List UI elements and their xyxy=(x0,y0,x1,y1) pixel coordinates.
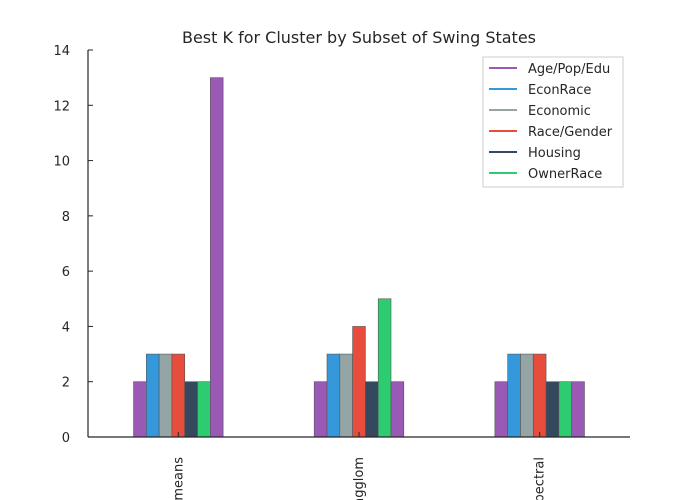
bar xyxy=(171,353,186,438)
bar xyxy=(210,77,224,438)
legend-label: OwnerRace xyxy=(528,167,602,182)
bar xyxy=(377,298,392,438)
y-tick-label: 0 xyxy=(62,431,70,446)
bar xyxy=(520,353,534,438)
bar xyxy=(197,381,211,438)
y-tick-label: 4 xyxy=(62,320,70,335)
bar xyxy=(545,381,560,438)
y-axis: 0 2 4 6 8 10 12 14 xyxy=(53,44,93,446)
legend-label: Housing xyxy=(528,146,581,161)
bar xyxy=(339,353,353,438)
bar xyxy=(184,381,198,438)
y-tick-label: 8 xyxy=(62,210,70,225)
y-tick-label: 6 xyxy=(62,265,70,280)
y-tick-label: 14 xyxy=(53,44,70,59)
bar xyxy=(558,381,572,438)
legend-label: Race/Gender xyxy=(528,125,613,140)
legend-label: EconRace xyxy=(528,83,591,98)
bar xyxy=(507,353,521,438)
legend-label: Age/Pop/Edu xyxy=(528,62,610,77)
chart-title: Best K for Cluster by Subset of Swing St… xyxy=(182,28,536,47)
legend-box xyxy=(482,56,624,188)
x-tick-label: kmeans xyxy=(171,457,186,500)
legend-label: Economic xyxy=(528,104,591,119)
bar xyxy=(146,353,160,438)
bar xyxy=(313,381,328,438)
y-tick-label: 10 xyxy=(53,155,70,170)
y-tick-label: 2 xyxy=(62,376,70,391)
bars-group xyxy=(133,77,585,438)
x-axis: kmeans agglom spectral xyxy=(88,432,630,500)
y-tick-label: 12 xyxy=(53,99,70,114)
bar xyxy=(158,353,173,438)
x-tick-label: agglom xyxy=(352,457,367,500)
bar xyxy=(571,381,585,438)
bar xyxy=(532,353,547,438)
bar xyxy=(365,381,379,438)
bar xyxy=(390,381,405,438)
bar xyxy=(494,381,508,438)
bar xyxy=(352,326,366,438)
x-tick-label: spectral xyxy=(533,457,548,500)
bar xyxy=(326,353,341,438)
legend: Age/Pop/Edu EconRace Economic Race/Gender Ho… xyxy=(482,56,624,188)
bar xyxy=(133,381,147,438)
